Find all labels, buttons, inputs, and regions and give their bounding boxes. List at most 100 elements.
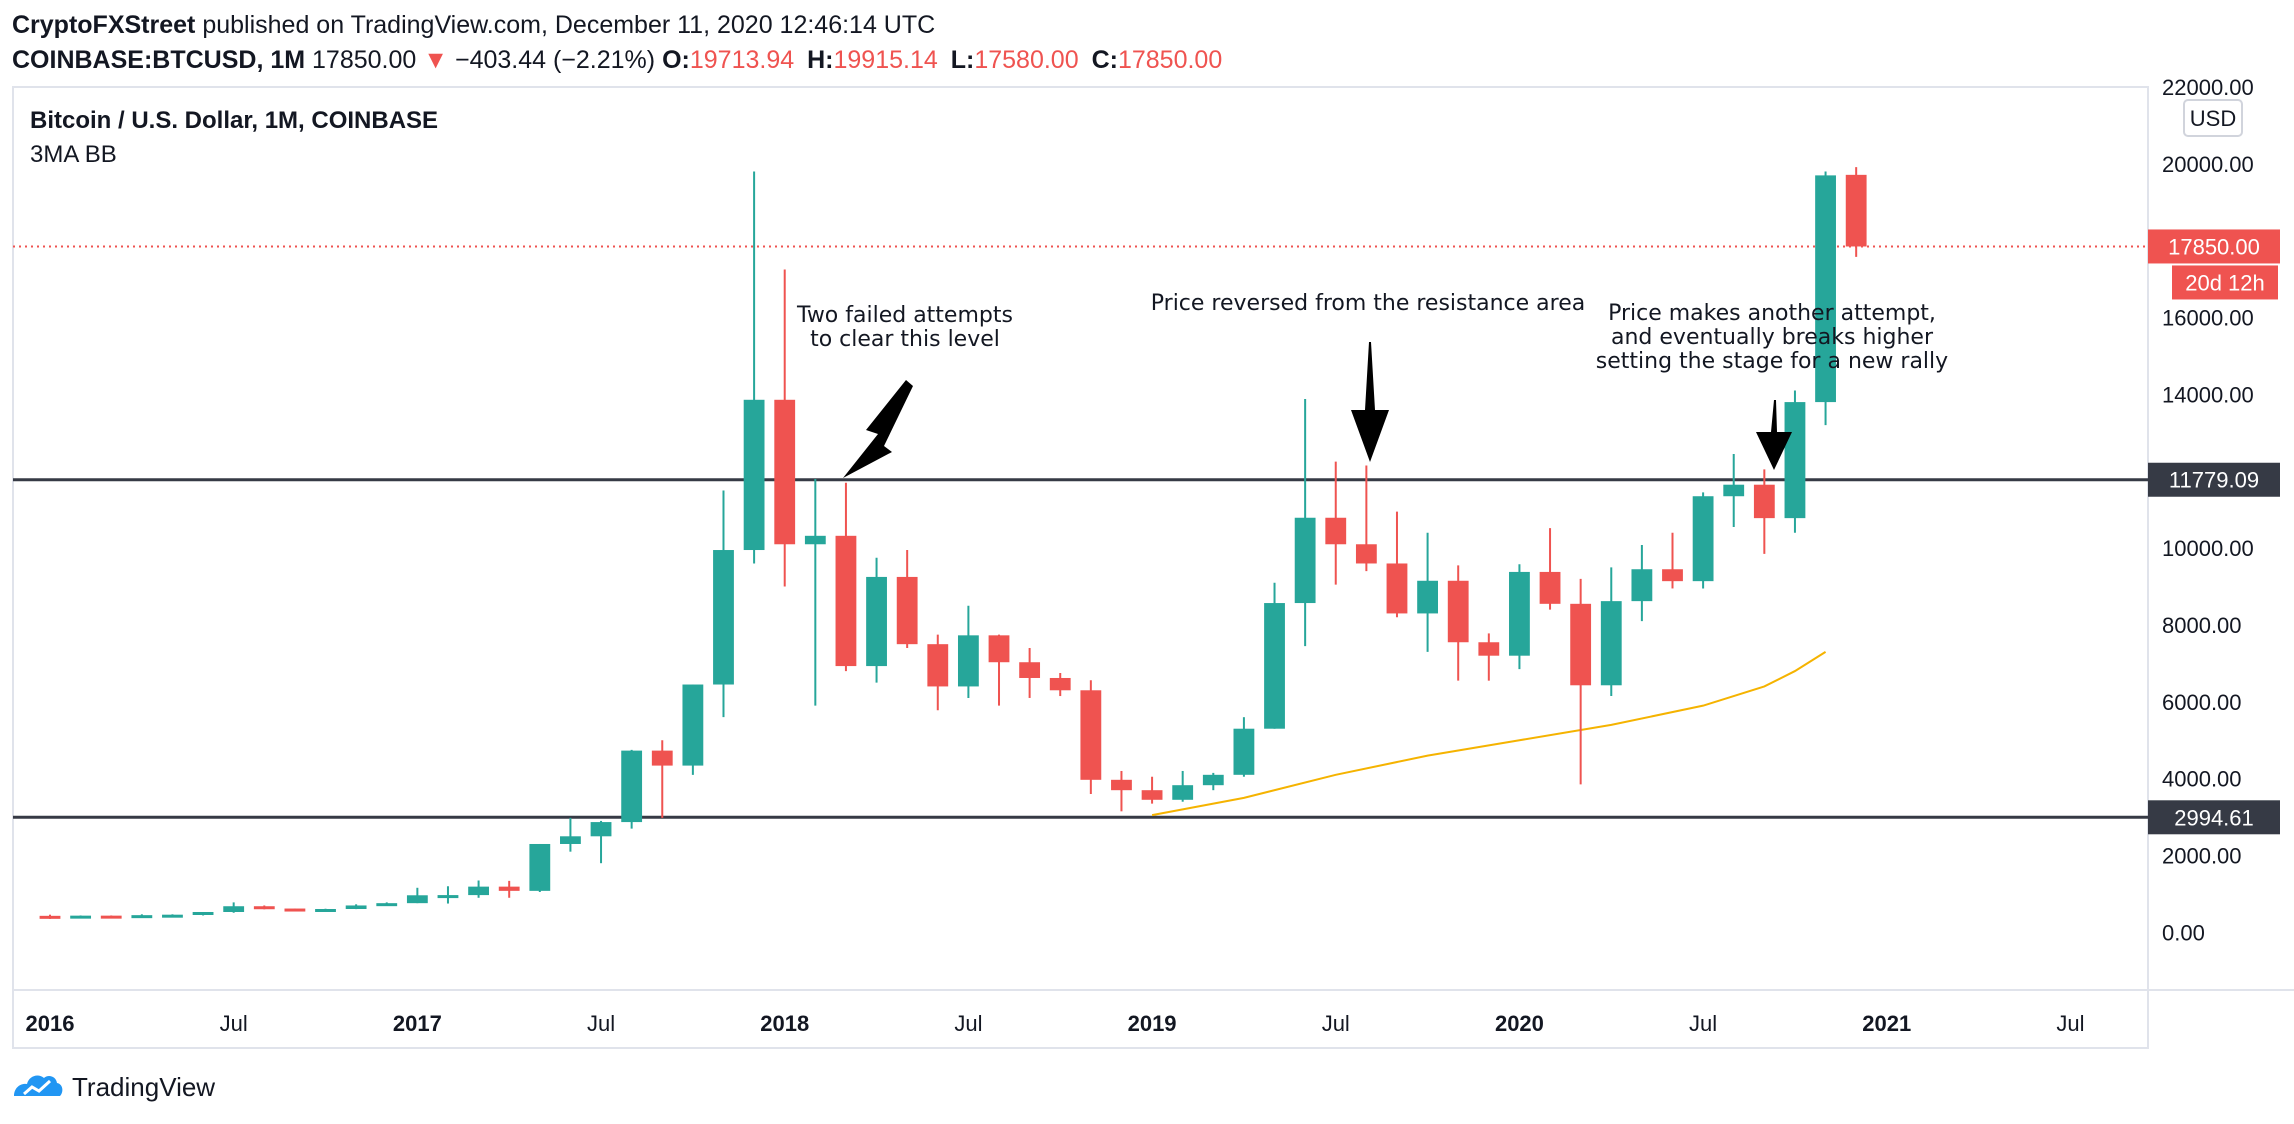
candle <box>100 915 122 919</box>
time-axis[interactable]: 2016 Jul 2017 Jul 2018 Jul 2019 Jul 2020 Jul 2021 J… <box>26 1011 2085 1036</box>
candle-body <box>1049 677 1071 691</box>
candle <box>866 557 887 683</box>
price-axis[interactable]: 22000.00 20000.00 16000.00 14000.00 10000.00… <box>2148 75 2280 945</box>
candle-body <box>1294 517 1316 604</box>
candle-body <box>437 895 459 899</box>
candle <box>437 886 459 904</box>
candle-body <box>866 576 887 667</box>
legend-title[interactable]: Bitcoin / U.S. Dollar, 1M, COINBASE <box>30 107 438 134</box>
candle-body <box>131 915 153 919</box>
footer-brand[interactable]: TradingView <box>12 1070 215 1104</box>
candle-body <box>1264 603 1285 729</box>
time-tick-label: 2021 <box>1862 1011 1911 1036</box>
candle-body <box>1355 544 1377 564</box>
ma-line <box>1151 651 1827 817</box>
candle <box>1662 532 1683 589</box>
candle-body <box>988 635 1010 663</box>
candle-body <box>1692 496 1714 582</box>
annotation-text: Two failed attempts to clear this level <box>796 303 1013 352</box>
candle-body <box>1723 484 1745 497</box>
candle-body <box>1753 484 1775 519</box>
low-label: L: <box>950 46 975 74</box>
candle-body <box>1172 785 1194 800</box>
candle-body <box>1631 569 1653 602</box>
annotation-arrows <box>843 342 1792 478</box>
candle-body <box>743 399 765 551</box>
candle-body <box>1202 774 1224 786</box>
candle-body <box>1539 571 1561 604</box>
candle-body <box>284 908 306 912</box>
candle <box>1386 511 1408 618</box>
publish-line: CryptoFXStreet published on TradingView.… <box>12 8 1228 43</box>
candle <box>1753 469 1775 554</box>
candle <box>1080 680 1102 795</box>
annotation-text: Price reversed from the resistance area <box>1151 291 1585 316</box>
price-tick-label: 20000.00 <box>2162 152 2254 177</box>
symbol-label: COINBASE:BTCUSD, 1M <box>12 46 306 74</box>
candle-body <box>498 886 520 891</box>
annotation-line: and eventually breaks higher <box>1611 325 1934 350</box>
candle <box>560 817 581 852</box>
candle <box>1141 776 1163 804</box>
candles <box>39 167 1867 919</box>
candle-body <box>1325 517 1347 545</box>
candle <box>927 634 949 711</box>
candle-body <box>406 895 428 904</box>
candle <box>1355 465 1377 572</box>
annotation-line: Price reversed from the resistance area <box>1151 291 1585 316</box>
last-price-badge <box>2148 229 2280 264</box>
candle <box>835 482 857 672</box>
candle <box>1447 565 1469 681</box>
level-price-badge <box>2148 462 2280 497</box>
countdown-label: 20d 12h <box>2185 270 2265 295</box>
candle-body <box>253 906 275 910</box>
candle-body <box>1570 603 1592 686</box>
arrow-down-left-icon <box>843 380 913 478</box>
candle <box>1049 672 1071 697</box>
down-arrow-icon: ▼ <box>423 46 449 74</box>
candle <box>804 478 826 706</box>
candle <box>1172 770 1194 802</box>
candle <box>957 605 979 698</box>
candle <box>621 749 643 829</box>
indicator-label[interactable]: 3MA BB <box>30 141 117 168</box>
candle <box>713 490 734 718</box>
level-price-label: 11779.09 <box>2169 468 2259 493</box>
candle-body <box>468 886 489 896</box>
candle <box>896 550 918 649</box>
candle <box>774 269 796 587</box>
candle-body <box>621 750 643 823</box>
price-tick-label: 16000.00 <box>2162 306 2254 331</box>
time-tick-label: Jul <box>587 1011 615 1036</box>
currency-badge[interactable] <box>2183 99 2243 137</box>
candle-body <box>1509 571 1530 656</box>
open-label: O: <box>662 46 690 74</box>
author-name[interactable]: CryptoFXStreet <box>12 11 196 39</box>
candle-body <box>223 906 245 912</box>
candle <box>1417 532 1438 652</box>
candle <box>70 915 92 919</box>
arrow-down-icon <box>1756 400 1792 470</box>
candle-body <box>774 399 796 545</box>
candle <box>1325 461 1347 585</box>
candle <box>1723 453 1745 527</box>
time-tick-label: Jul <box>2056 1011 2084 1036</box>
candle-body <box>1662 569 1683 582</box>
candle-body <box>1417 580 1438 614</box>
candle-body <box>896 576 918 645</box>
candle <box>1233 717 1255 777</box>
candle <box>1111 770 1132 812</box>
candle <box>253 905 275 910</box>
candle-body <box>345 905 367 909</box>
candle-body <box>376 903 398 907</box>
candle <box>376 902 398 907</box>
last-price: 17850.00 <box>312 46 417 74</box>
candle-body <box>1845 174 1867 247</box>
annotation-line: Two failed attempts <box>796 303 1013 328</box>
candle-body <box>957 635 979 687</box>
price-tick-label: 22000.00 <box>2162 75 2254 100</box>
time-tick-label: Jul <box>1689 1011 1717 1036</box>
candle-body <box>1386 563 1408 614</box>
open-value: 19713.94 <box>689 46 795 74</box>
